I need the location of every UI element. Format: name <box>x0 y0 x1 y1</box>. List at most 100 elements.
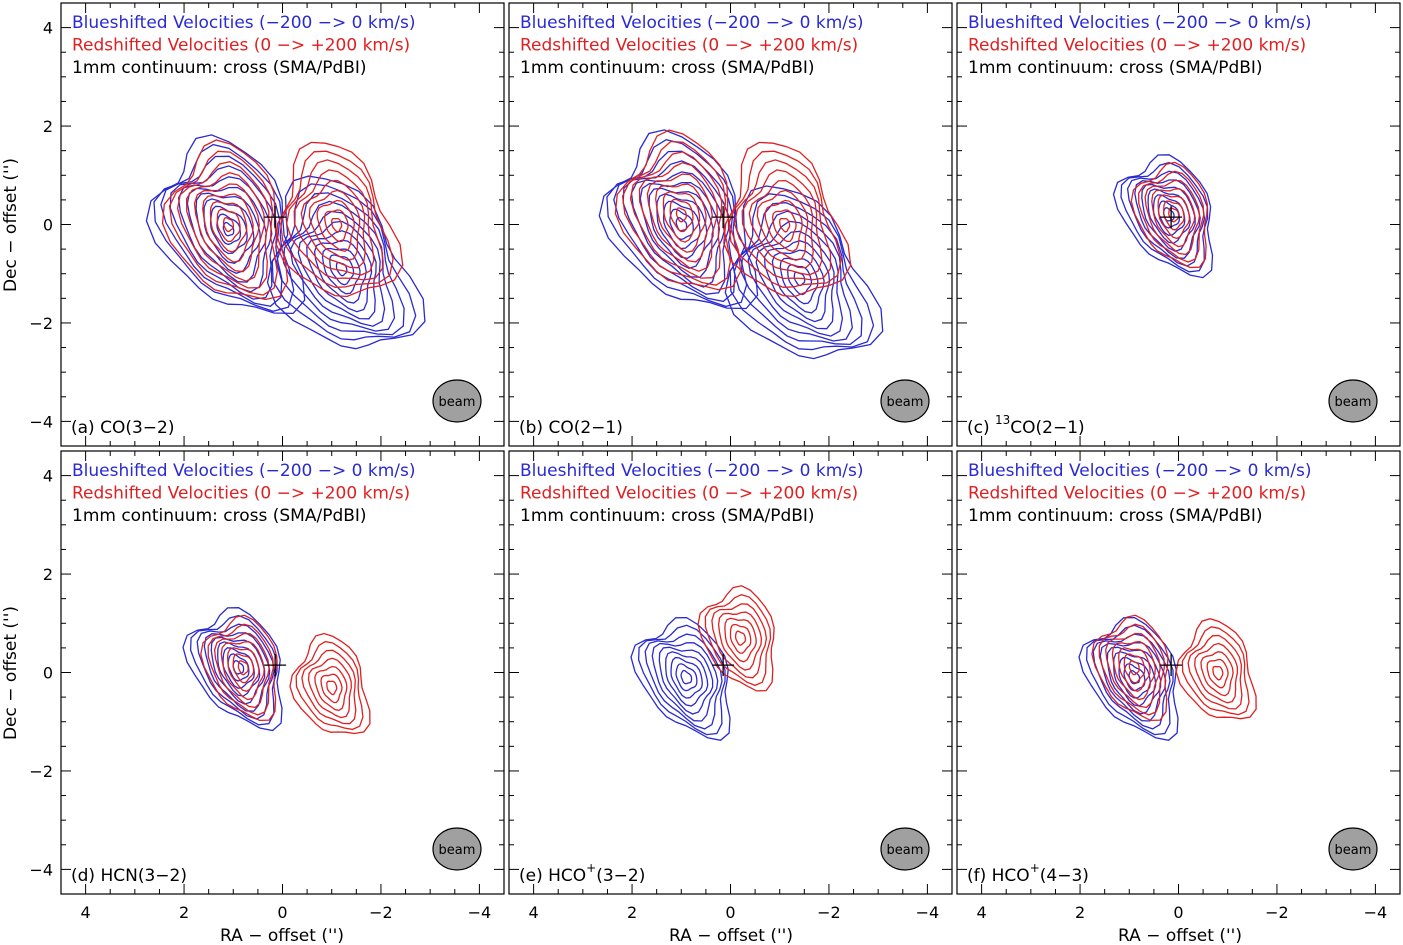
ticks-b <box>509 3 952 446</box>
red-contour <box>285 159 384 281</box>
blue-contour <box>297 220 377 320</box>
red-contour <box>646 173 713 263</box>
legend-entry: Blueshifted Velocities (−200 −> 0 km/s) <box>968 13 1312 33</box>
beam-ellipse <box>432 827 482 871</box>
red-contour <box>320 673 343 704</box>
red-contour <box>301 649 357 725</box>
panel-label-suffix: (4−3) <box>1040 866 1089 886</box>
red-contour <box>213 632 270 709</box>
blue-contour <box>216 213 242 246</box>
legend-entry: Blueshifted Velocities (−200 −> 0 km/s) <box>968 461 1312 481</box>
blue-contour <box>189 614 278 726</box>
red-contour <box>662 191 701 243</box>
red-contour <box>728 150 842 288</box>
blue-contour <box>1112 154 1214 279</box>
x-tick-label: −4 <box>1364 903 1388 922</box>
panels-group: 4 2 0 −2 −4 Blueshifted Velocities (−200 −> 0… <box>29 2 1401 922</box>
y-axis-label-top: Dec − offset ('') <box>1 158 21 292</box>
red-contour <box>1128 660 1140 676</box>
red-contour <box>193 183 260 273</box>
red-contour <box>307 657 352 719</box>
red-contour <box>308 189 361 261</box>
y-tick-label: −4 <box>29 860 53 879</box>
blue-contour <box>222 221 235 237</box>
legend-entry: Redshifted Velocities (0 −> +200 km/s) <box>72 484 410 504</box>
red-contour <box>1175 618 1257 720</box>
legend-entry: Blueshifted Velocities (−200 −> 0 km/s) <box>72 13 416 33</box>
red-contour <box>300 179 366 269</box>
y-tick-label: −2 <box>29 314 53 333</box>
panel-label-e: (e) HCO+(3−2) <box>519 861 645 886</box>
blue-contour <box>622 160 730 295</box>
legend-entry: Blueshifted Velocities (−200 −> 0 km/s) <box>72 461 416 481</box>
red-contour <box>1098 623 1165 716</box>
blue-contour <box>1157 200 1181 229</box>
red-contour <box>222 217 235 233</box>
red-contour <box>207 623 274 716</box>
red-contour <box>168 150 278 296</box>
red-contour <box>638 162 718 272</box>
beam-label: beam <box>1335 395 1372 410</box>
contours-b <box>598 129 884 360</box>
legend-entry: 1mm continuum: cross (SMA/PdBI) <box>968 58 1263 78</box>
red-contour <box>1138 170 1205 263</box>
x-axis-label-3: RA − offset ('') <box>1118 926 1242 945</box>
x-tick-label: 2 <box>1075 903 1085 922</box>
blue-contour <box>282 200 396 332</box>
blue-contour <box>613 150 736 303</box>
red-contour <box>734 630 747 646</box>
contours-c <box>1112 154 1214 279</box>
panel-a: 4 2 0 −2 −4 Blueshifted Velocities (−200 −> 0… <box>29 2 505 447</box>
red-contour <box>185 172 266 282</box>
blue-contour <box>182 607 283 732</box>
x-tick-label: −2 <box>817 903 841 922</box>
panel-label-suffix: CO(2−1) <box>1010 418 1084 438</box>
y-tick-label: 0 <box>43 664 53 683</box>
beam-ellipse <box>432 379 482 423</box>
blue-contour <box>210 636 266 705</box>
contours-a <box>145 134 426 350</box>
x-tick-label: 2 <box>627 903 637 922</box>
blue-contour <box>1120 161 1209 273</box>
red-contour <box>724 617 757 663</box>
y-tick-label: 4 <box>43 19 53 38</box>
blue-contour <box>1113 651 1157 707</box>
red-contour <box>655 183 707 253</box>
contours-e <box>630 585 775 741</box>
legend-entry: 1mm continuum: cross (SMA/PdBI) <box>968 506 1263 526</box>
beam-label: beam <box>439 843 476 858</box>
blue-contour <box>665 651 709 707</box>
y-tick-label: −2 <box>29 762 53 781</box>
red-contour <box>161 139 289 301</box>
red-contour <box>200 614 278 722</box>
legend-entry: Blueshifted Velocities (−200 −> 0 km/s) <box>520 461 864 481</box>
legend-entry: Blueshifted Velocities (−200 −> 0 km/s) <box>520 13 864 33</box>
panel-label-sup: + <box>1030 861 1040 875</box>
red-contour <box>1144 179 1201 256</box>
panel-label-prefix: (e) HCO <box>519 866 586 886</box>
panel-label-a: (a) CO(3−2) <box>71 418 174 438</box>
red-contour <box>209 200 248 253</box>
red-contour <box>1194 642 1239 704</box>
panel-e: 4 2 0 −2 −4 Blueshifted Velocities (−200 −> 0… <box>508 450 953 922</box>
red-contour <box>764 199 803 252</box>
legend-entry: Redshifted Velocities (0 −> +200 km/s) <box>72 36 410 56</box>
x-tick-label: 4 <box>81 903 91 922</box>
x-tick-label: 2 <box>179 903 189 922</box>
panel-label-suffix: (3−2) <box>596 866 645 886</box>
red-contour <box>331 217 343 233</box>
blue-contour <box>1141 183 1196 252</box>
red-contour <box>226 647 260 693</box>
blue-contour <box>729 193 875 351</box>
panel-label-sup: + <box>586 861 596 875</box>
blue-contour <box>217 641 261 697</box>
ticks-d <box>61 451 504 894</box>
blue-contour <box>1106 646 1162 715</box>
ticks-c <box>957 3 1400 446</box>
red-contour <box>1091 614 1169 722</box>
red-contour <box>741 169 823 276</box>
red-contour <box>717 611 763 671</box>
red-contour <box>1168 207 1180 223</box>
x-tick-label: 0 <box>277 903 287 922</box>
